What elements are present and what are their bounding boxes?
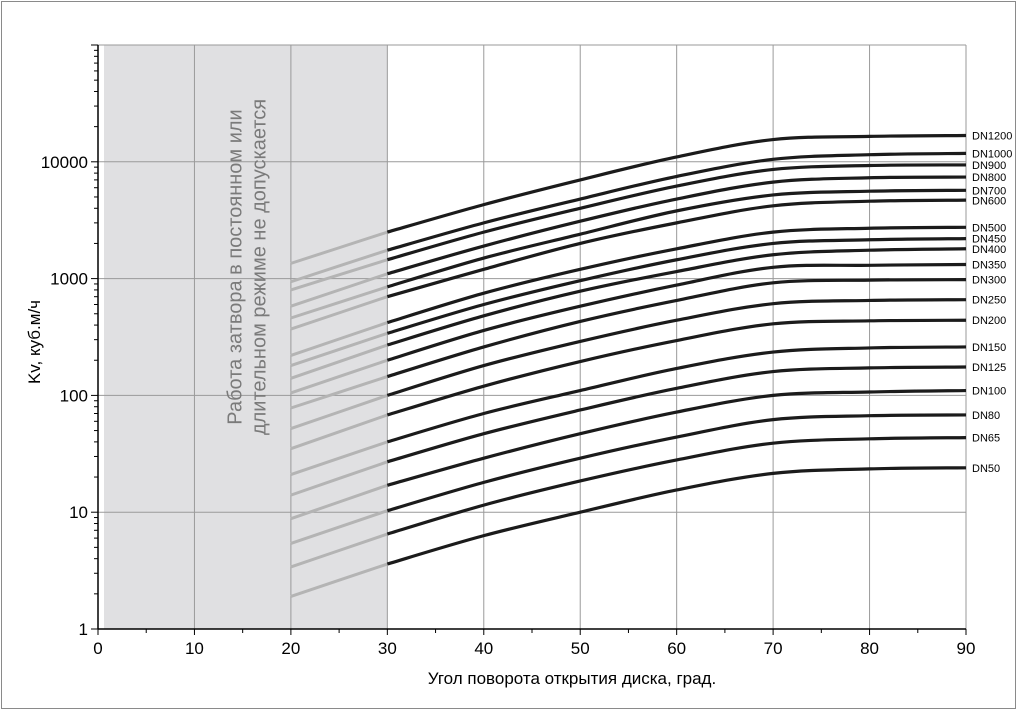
series-label-DN1200: DN1200 — [972, 130, 1012, 142]
series-DN65-restricted — [290, 532, 388, 569]
y-axis-title: Kv, куб.м/ч — [25, 300, 44, 384]
series-DN600 — [386, 198, 967, 299]
series-label-DN200: DN200 — [972, 315, 1006, 327]
series-DN400-restricted — [290, 343, 388, 380]
series-label-DN1000: DN1000 — [972, 148, 1012, 160]
series-DN65 — [386, 436, 967, 536]
series-label-DN450: DN450 — [972, 234, 1006, 246]
series-label-DN500: DN500 — [972, 222, 1006, 234]
restricted-zone-note-line-2: длительном режиме не допускается — [249, 99, 271, 435]
x-tick-label: 40 — [474, 639, 493, 658]
y-tick-label: 10000 — [41, 153, 88, 172]
y-tick-label: 1 — [79, 620, 88, 639]
restricted-zone — [104, 45, 388, 629]
series-DN150-restricted — [290, 440, 388, 476]
series-DN1200 — [386, 133, 967, 234]
series-label-DN400: DN400 — [972, 244, 1006, 256]
x-tick-label: 80 — [860, 639, 879, 658]
x-tick-label: 60 — [667, 639, 686, 658]
x-tick-label: 30 — [378, 639, 397, 658]
series-DN300-restricted — [290, 375, 388, 410]
series-label-DN150: DN150 — [972, 342, 1006, 354]
series-labels: DN1200DN1000DN900DN800DN700DN600DN500DN4… — [972, 130, 1012, 474]
series-DN50-restricted — [290, 562, 388, 598]
grid — [98, 44, 967, 629]
series-DN250-restricted — [290, 393, 388, 430]
series-DN100 — [386, 388, 967, 487]
series-DN350-restricted — [290, 358, 388, 395]
series-label-DN600: DN600 — [972, 195, 1006, 207]
series-DN200-restricted — [290, 413, 388, 451]
restricted-zone-note-line-1: Работа затвора в постоянном или — [225, 109, 247, 424]
series-DN700-restricted — [290, 285, 388, 320]
series-DN150 — [386, 345, 967, 444]
series-DN400 — [386, 247, 967, 347]
series-DN450 — [386, 237, 967, 335]
series-DN450-restricted — [290, 331, 388, 368]
series-DN1000 — [386, 151, 967, 252]
series-label-DN700: DN700 — [972, 185, 1006, 197]
series-DN800 — [386, 175, 967, 276]
series-label-DN50: DN50 — [972, 463, 1000, 475]
x-tick-label: 90 — [957, 639, 976, 658]
series-DN900-restricted — [290, 258, 388, 292]
y-tick-label: 1000 — [50, 270, 88, 289]
series-DN800-restricted — [290, 272, 388, 308]
series-DN80-restricted — [290, 509, 388, 545]
series-DN500 — [386, 225, 967, 325]
series-DN500-restricted — [290, 321, 388, 357]
series-label-DN125: DN125 — [972, 362, 1006, 374]
series-DN125-restricted — [290, 460, 388, 497]
series-DN200 — [386, 318, 967, 417]
series-DN1000-restricted — [290, 248, 388, 284]
y-tick-label: 100 — [60, 386, 88, 405]
x-tick-label: 70 — [764, 639, 783, 658]
series-DN125 — [386, 365, 967, 464]
x-tick-label: 50 — [571, 639, 590, 658]
series-DN1200-restricted — [290, 230, 388, 265]
series-label-DN350: DN350 — [972, 260, 1006, 272]
series-DN900 — [386, 163, 967, 262]
series-DN350 — [386, 262, 967, 362]
series-label-DN80: DN80 — [972, 410, 1000, 422]
series-DN100-restricted — [290, 483, 388, 521]
series-DN700 — [386, 188, 967, 289]
y-tick-label: 10 — [69, 503, 88, 522]
series-DN250 — [386, 298, 967, 397]
x-tick-label: 20 — [281, 639, 300, 658]
series-DN50 — [386, 466, 967, 566]
series-DN600-restricted — [290, 295, 388, 331]
x-axis-title: Угол поворота открытия диска, град. — [428, 669, 716, 688]
series-label-DN300: DN300 — [972, 275, 1006, 287]
series-layer — [290, 133, 967, 598]
series-label-DN65: DN65 — [972, 433, 1000, 445]
x-tick-label: 0 — [93, 639, 102, 658]
series-DN80 — [386, 413, 967, 513]
x-tick-label: 10 — [185, 639, 204, 658]
series-label-DN800: DN800 — [972, 172, 1006, 184]
ticks: 1 10 100 1000 10000 0 10 20 30 40 50 60 70 80 90 — [41, 44, 976, 658]
series-label-DN900: DN900 — [972, 160, 1006, 172]
series-label-DN250: DN250 — [972, 295, 1006, 307]
series-label-DN100: DN100 — [972, 386, 1006, 398]
series-DN300 — [386, 278, 967, 379]
